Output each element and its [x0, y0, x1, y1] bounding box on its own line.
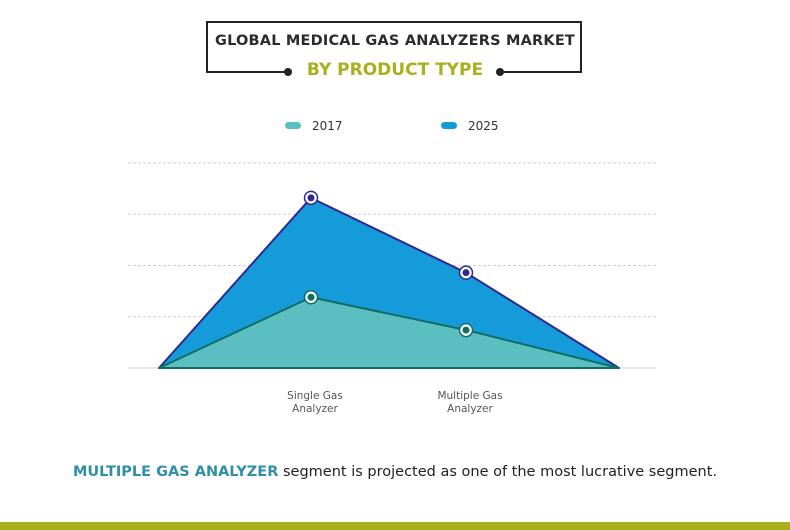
- data-point-core-2017: [462, 326, 470, 334]
- chart-title: GLOBAL MEDICAL GAS ANALYZERS MARKET: [214, 33, 576, 49]
- chart-subtitle: BY PRODUCT TYPE: [306, 60, 484, 80]
- data-point-core-2017: [307, 293, 315, 301]
- x-tick-label: Analyzer: [447, 403, 493, 415]
- title-frame-line-left: [206, 71, 288, 73]
- title-dot-right: [496, 68, 504, 76]
- bottom-accent-bar: [0, 522, 790, 530]
- footer-note: MULTIPLE GAS ANALYZER segment is project…: [0, 464, 790, 480]
- data-point-core-2025: [307, 194, 315, 202]
- title-dot-left: [284, 68, 292, 76]
- title-frame: [206, 21, 582, 71]
- x-tick-label: Single Gas: [287, 390, 343, 402]
- title-frame-line-right: [500, 71, 582, 73]
- legend-swatch-2017: [285, 122, 301, 129]
- x-tick-label: Multiple Gas: [437, 390, 502, 402]
- data-point-core-2025: [462, 269, 470, 277]
- legend-label-2025: 2025: [468, 119, 499, 133]
- legend-label-2017: 2017: [312, 119, 343, 133]
- legend-swatch-2025: [441, 122, 457, 129]
- footer-text: segment is projected as one of the most …: [278, 464, 718, 480]
- footer-highlight: MULTIPLE GAS ANALYZER: [72, 464, 279, 480]
- x-tick-label: Analyzer: [292, 403, 338, 415]
